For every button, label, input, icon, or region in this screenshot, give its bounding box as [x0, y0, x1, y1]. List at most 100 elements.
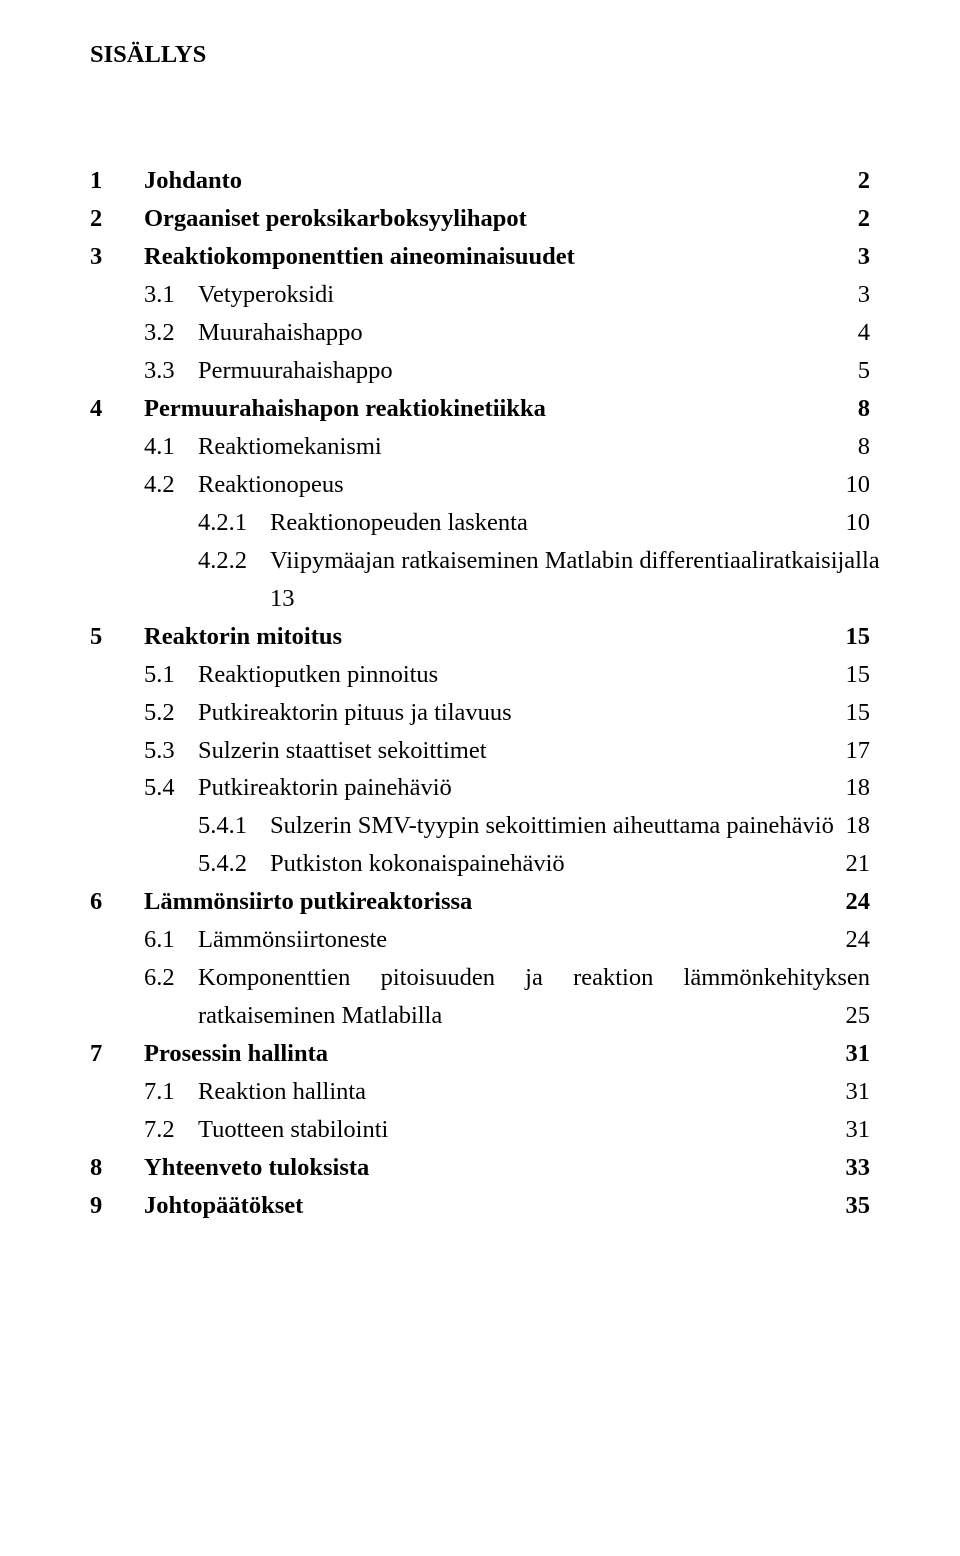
toc-entry-l1: 3Reaktiokomponenttien aineominaisuudet3: [90, 238, 870, 276]
toc-num: 5.4: [144, 769, 198, 807]
toc-page: 33: [842, 1149, 870, 1187]
toc-num: 6.1: [144, 921, 198, 959]
toc-page: 5: [842, 352, 870, 390]
toc-entry-l3: 5.4.2Putkiston kokonaispainehäviö21: [90, 845, 870, 883]
toc-label: Muurahaishappo: [198, 314, 363, 352]
toc-page: 15: [842, 656, 870, 694]
toc-page: 8: [842, 390, 870, 428]
toc-label: Permuurahaishapon reaktiokinetiikka: [144, 390, 546, 428]
toc-entry-l1: 4Permuurahaishapon reaktiokinetiikka 8: [90, 390, 870, 428]
toc-entry-l2: 7.2Tuotteen stabilointi31: [90, 1111, 870, 1149]
toc-label: Reaktorin mitoitus: [144, 618, 342, 656]
page: SISÄLLYS 1Johdanto22Orgaaniset peroksika…: [0, 0, 960, 1556]
toc-page: 18: [842, 769, 870, 807]
toc-label: Johdanto: [144, 162, 242, 200]
toc-label-word: ja: [525, 959, 543, 997]
toc-label-word: lämmönkehityksen: [684, 959, 870, 997]
toc-entry-l2: 6.2Komponenttienpitoisuudenjareaktionläm…: [90, 959, 870, 997]
toc-entry-l1: 5Reaktorin mitoitus15: [90, 618, 870, 656]
toc-page: 15: [842, 694, 870, 732]
toc-label: Lämmönsiirto putkireaktorissa: [144, 883, 472, 921]
toc-entry-l2: 5.4Putkireaktorin painehäviö 18: [90, 769, 870, 807]
toc-label: Putkireaktorin pituus ja tilavuus: [198, 694, 512, 732]
toc-entry-l2: 4.1Reaktiomekanismi 8: [90, 428, 870, 466]
toc-num: 7: [90, 1035, 144, 1073]
toc-body: 1Johdanto22Orgaaniset peroksikarboksyyli…: [90, 162, 870, 1225]
toc-label: Reaktiokomponenttien aineominaisuudet: [144, 238, 575, 276]
toc-num: 2: [90, 200, 144, 238]
toc-entry-l2: 5.2Putkireaktorin pituus ja tilavuus 15: [90, 694, 870, 732]
toc-num: 4.2.1: [198, 504, 270, 542]
toc-entry-l1: 2Orgaaniset peroksikarboksyylihapot2: [90, 200, 870, 238]
toc-label: Reaktiomekanismi: [198, 428, 382, 466]
toc-entry-l2: 7.1Reaktion hallinta31: [90, 1073, 870, 1111]
toc-page: 2: [842, 200, 870, 238]
toc-label: Viipymäajan ratkaiseminen Matlabin diffe…: [270, 542, 880, 580]
toc-page: 31: [842, 1035, 870, 1073]
toc-num: 1: [90, 162, 144, 200]
toc-label: Prosessin hallinta: [144, 1035, 328, 1073]
toc-entry-l2: 4.2Reaktionopeus10: [90, 466, 870, 504]
toc-entry-l1: 6Lämmönsiirto putkireaktorissa 24: [90, 883, 870, 921]
toc-page: 2: [842, 162, 870, 200]
toc-num: 4.2.2: [198, 542, 270, 580]
toc-entry-l2: 3.3Permuurahaishappo 5: [90, 352, 870, 390]
toc-num: 5.3: [144, 732, 198, 770]
toc-label-word: pitoisuuden: [381, 959, 495, 997]
toc-label: Johtopäätökset: [144, 1187, 303, 1225]
toc-label: Komponenttien pitoisuuden ja reaktion lämmön…: [198, 959, 870, 997]
toc-num: 5.4.1: [198, 807, 270, 845]
toc-entry-l3: 4.2.1Reaktionopeuden laskenta10: [90, 504, 870, 542]
toc-num: 5.1: [144, 656, 198, 694]
toc-title: SISÄLLYS: [90, 36, 870, 74]
toc-page: 3: [842, 276, 870, 314]
toc-entry-l1: 7Prosessin hallinta 31: [90, 1035, 870, 1073]
toc-num: 3: [90, 238, 144, 276]
toc-entry-l2: 6.1Lämmönsiirtoneste24: [90, 921, 870, 959]
toc-page: 31: [842, 1111, 870, 1149]
toc-entry-continuation: ratkaiseminen Matlabilla 25: [90, 997, 870, 1035]
toc-label: Reaktion hallinta: [198, 1073, 366, 1111]
toc-num: 9: [90, 1187, 144, 1225]
toc-entry-continuation: 13: [90, 580, 870, 618]
toc-entry-l2: 3.1Vetyperoksidi3: [90, 276, 870, 314]
toc-num: 4.1: [144, 428, 198, 466]
toc-page: 3: [842, 238, 870, 276]
toc-label: Tuotteen stabilointi: [198, 1111, 388, 1149]
toc-page: 10: [842, 466, 870, 504]
toc-num: 4: [90, 390, 144, 428]
toc-page: 10: [842, 504, 870, 542]
toc-num: 5.2: [144, 694, 198, 732]
toc-num: 3.2: [144, 314, 198, 352]
toc-entry-l3: 5.4.1Sulzerin SMV-tyypin sekoittimien ai…: [90, 807, 870, 845]
toc-page: 4: [842, 314, 870, 352]
toc-label: Yhteenveto tuloksista: [144, 1149, 369, 1187]
toc-page: 15: [842, 618, 870, 656]
toc-page: 35: [842, 1187, 870, 1225]
toc-entry-l2: 5.1Reaktioputken pinnoitus 15: [90, 656, 870, 694]
toc-label: Putkiston kokonaispainehäviö: [270, 845, 565, 883]
toc-label: Putkireaktorin painehäviö: [198, 769, 452, 807]
toc-label: Sulzerin SMV-tyypin sekoittimien aiheutt…: [270, 807, 834, 845]
toc-entry-l3: 4.2.2Viipymäajan ratkaiseminen Matlabin …: [90, 542, 870, 580]
toc-cont-label: ratkaiseminen Matlabilla: [198, 997, 442, 1035]
toc-label: Reaktioputken pinnoitus: [198, 656, 438, 694]
toc-label-word: reaktion: [573, 959, 653, 997]
toc-entry-l1: 8Yhteenveto tuloksista33: [90, 1149, 870, 1187]
toc-page: 24: [842, 921, 870, 959]
toc-label: Permuurahaishappo: [198, 352, 393, 390]
toc-page: 8: [842, 428, 870, 466]
toc-page: 21: [842, 845, 870, 883]
toc-label-word: Komponenttien: [198, 959, 350, 997]
toc-entry-l1: 9Johtopäätökset 35: [90, 1187, 870, 1225]
toc-page: 24: [842, 883, 870, 921]
toc-cont-text: 13: [270, 580, 295, 618]
toc-num: 3.3: [144, 352, 198, 390]
toc-num: 6: [90, 883, 144, 921]
toc-label: Sulzerin staattiset sekoittimet: [198, 732, 487, 770]
toc-entry-l2: 3.2Muurahaishappo 4: [90, 314, 870, 352]
toc-page: 31: [842, 1073, 870, 1111]
toc-label: Reaktionopeus: [198, 466, 344, 504]
toc-page: 25: [842, 997, 870, 1035]
toc-entry-l1: 1Johdanto 2: [90, 162, 870, 200]
